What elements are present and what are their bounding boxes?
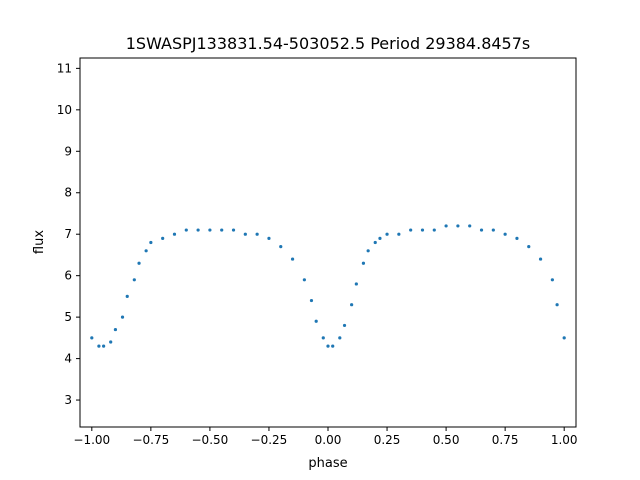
data-point (321, 336, 325, 340)
data-point (220, 228, 224, 232)
data-point (432, 228, 436, 232)
data-point (555, 303, 559, 307)
x-tick-label: 0.25 (374, 433, 401, 447)
data-point (172, 232, 177, 236)
x-tick-label: −0.50 (192, 433, 229, 447)
x-axis-label: phase (308, 456, 347, 471)
data-point (385, 232, 389, 236)
y-tick-label: 9 (64, 144, 72, 158)
data-point (326, 344, 330, 348)
data-point (314, 319, 318, 323)
data-point (420, 228, 425, 232)
data-point (97, 344, 101, 348)
chart-title: 1SWASPJ133831.54-503052.5 Period 29384.8… (126, 34, 531, 53)
data-point (342, 323, 347, 328)
data-point (137, 261, 141, 265)
y-tick-label: 8 (64, 186, 72, 200)
data-point (208, 228, 212, 232)
data-point (243, 232, 247, 236)
x-tick-label: −1.00 (73, 433, 110, 447)
data-point (279, 245, 283, 249)
data-point (161, 236, 165, 240)
data-point (196, 228, 200, 232)
y-tick-label: 4 (64, 352, 72, 366)
y-tick-label: 6 (64, 269, 72, 283)
x-tick-label: 0.50 (433, 433, 460, 447)
data-point (444, 224, 448, 228)
y-tick-label: 10 (57, 103, 72, 117)
data-point (503, 232, 507, 236)
data-point (378, 236, 382, 240)
data-point (361, 261, 366, 265)
data-point (373, 240, 377, 245)
data-point (120, 315, 125, 319)
data-point (397, 232, 401, 236)
x-tick-label: 1.00 (551, 433, 578, 447)
data-point (550, 278, 554, 282)
data-point (538, 257, 543, 261)
data-point (468, 224, 472, 228)
data-point (456, 224, 460, 228)
y-axis-label: flux (32, 230, 47, 254)
x-tick-label: −0.25 (251, 433, 288, 447)
data-point (132, 278, 136, 282)
y-tick-label: 7 (64, 227, 72, 241)
data-point (331, 344, 335, 348)
plot-frame (79, 57, 577, 428)
data-point (562, 336, 566, 340)
data-point (479, 228, 484, 232)
data-point (102, 344, 106, 348)
data-point (90, 336, 94, 340)
x-tick-label: 0.00 (315, 433, 342, 447)
data-point (354, 282, 358, 286)
data-point (338, 336, 342, 340)
y-axis: 3 4 5 6 7 8 9 10 11 (57, 61, 80, 407)
x-axis: −1.00 −0.75 −0.50 −0.25 0.00 0.25 0.50 0.75 1.00 (73, 427, 578, 447)
data-point (113, 327, 118, 332)
data-point (302, 278, 306, 282)
x-tick-label: −0.75 (132, 433, 169, 447)
data-point (144, 249, 148, 253)
data-point (267, 236, 271, 240)
data-point (350, 303, 354, 307)
data-point (255, 232, 259, 236)
data-point (125, 294, 129, 298)
data-point (231, 228, 236, 232)
y-tick-label: 5 (64, 310, 72, 324)
data-point (184, 228, 188, 232)
data-point (309, 298, 314, 303)
data-point (366, 249, 370, 253)
y-tick-label: 3 (64, 393, 72, 407)
data-point (149, 240, 153, 245)
data-point (109, 340, 113, 344)
scatter-points (90, 224, 566, 348)
data-point (527, 245, 531, 249)
data-point (515, 236, 519, 240)
x-tick-label: 0.75 (492, 433, 519, 447)
data-point (290, 257, 295, 261)
data-point (491, 228, 495, 232)
data-point (409, 228, 413, 232)
y-tick-label: 11 (57, 61, 72, 75)
